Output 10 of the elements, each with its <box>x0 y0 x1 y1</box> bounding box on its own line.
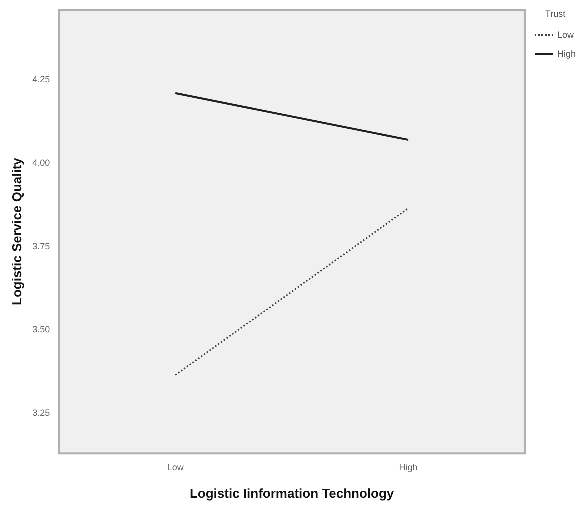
y-tick-label: 3.25 <box>32 408 50 418</box>
y-tick-label: 3.75 <box>32 241 50 252</box>
y-tick-label: 4.25 <box>32 74 50 85</box>
y-axis-title: Logistic Service Quality <box>9 157 24 306</box>
legend-label: High <box>557 48 576 59</box>
x-axis-title: Logistic Iinformation Technology <box>190 486 395 501</box>
y-tick-label: 4.00 <box>32 158 50 168</box>
legend-label: Low <box>557 30 574 40</box>
y-tick-label: 3.50 <box>32 324 50 335</box>
legend-title: Trust <box>545 8 566 19</box>
